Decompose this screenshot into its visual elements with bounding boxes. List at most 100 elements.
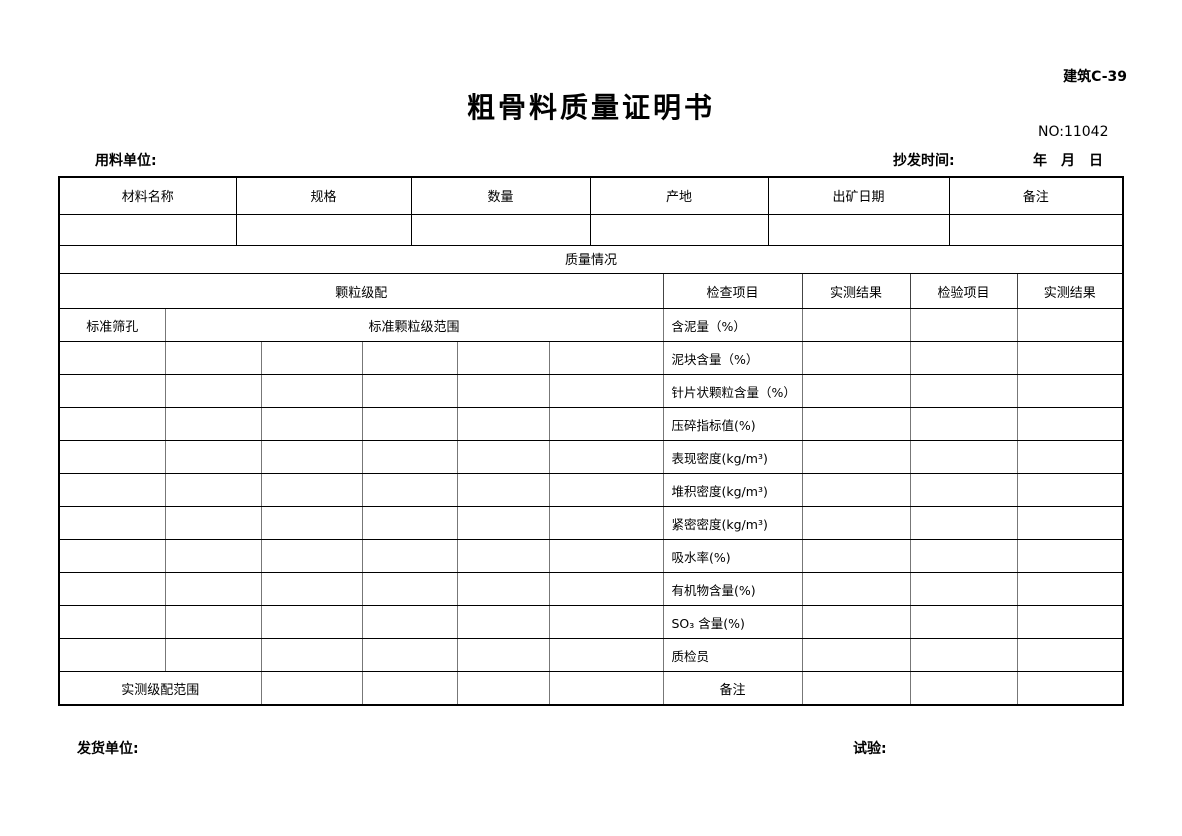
sieve-grid-cell [362, 473, 458, 507]
page-title: 粗骨料质量证明书 [466, 91, 715, 124]
certificate-table: 材料名称 规格 数量 产地 出矿日期 备注 [58, 176, 1125, 706]
sieve-grid-cell [457, 440, 550, 474]
result-cell [910, 572, 1018, 606]
sieve-grid-cell [362, 671, 458, 704]
sieve-grid-cell [549, 440, 664, 474]
sieve-grid-cell [549, 407, 664, 441]
sieve-grid-cell [261, 605, 363, 639]
sieve-grid-cell [457, 473, 550, 507]
info-value-cell [236, 214, 412, 246]
sieve-grid-cell [60, 374, 166, 408]
quality-table: 质量情况 颗粒级配 检查项目 实测结果 检验项目 实测结果 标准筛孔 标准颗粒级… [60, 244, 1123, 704]
check-item-label: 有机物含量(%) [663, 572, 803, 606]
result-cell [910, 308, 1018, 342]
standard-sieve-label: 标准筛孔 [60, 308, 166, 342]
check-item-header: 检查项目 [663, 273, 803, 309]
check-item-label: 吸水率(%) [663, 539, 803, 573]
sieve-grid-cell [362, 638, 458, 672]
result-cell [802, 308, 911, 342]
sieve-grid-cell [261, 572, 363, 606]
result-cell [910, 605, 1018, 639]
column-header-material: 材料名称 [60, 178, 237, 215]
measured-range-label: 实测级配范围 [60, 671, 262, 704]
check-item-label: 含泥量（%） [663, 308, 803, 342]
user-unit-label: 用料单位: [95, 153, 157, 169]
result-cell [910, 638, 1018, 672]
result-cell [910, 671, 1018, 704]
sieve-grid-cell [261, 440, 363, 474]
column-header-remark: 备注 [949, 178, 1122, 215]
material-info-table: 材料名称 规格 数量 产地 出矿日期 备注 [60, 178, 1122, 246]
sieve-grid-cell [549, 374, 664, 408]
sieve-grid-cell [549, 341, 664, 375]
sieve-grid-cell [362, 440, 458, 474]
sieve-grid-cell [60, 473, 166, 507]
sieve-grid-cell [362, 341, 458, 375]
sieve-grid-cell [60, 407, 166, 441]
sieve-grid-cell [165, 374, 262, 408]
sieve-grid-cell [457, 407, 550, 441]
result-cell [1017, 506, 1123, 540]
info-value-cell [949, 214, 1122, 246]
column-header-mine-date: 出矿日期 [768, 178, 950, 215]
result-cell [802, 473, 911, 507]
check-item-label: SO₃ 含量(%) [663, 605, 803, 639]
measured-result-header: 实测结果 [802, 273, 911, 309]
remark-label: 备注 [663, 671, 803, 704]
result-cell [1017, 473, 1123, 507]
sieve-grid-cell [60, 605, 166, 639]
check-item-label: 针片状颗粒含量（%） [663, 374, 803, 408]
result-cell [910, 440, 1018, 474]
grading-header: 颗粒级配 [60, 273, 664, 309]
sieve-grid-cell [549, 539, 664, 573]
result-cell [1017, 407, 1123, 441]
result-cell [1017, 341, 1123, 375]
sieve-grid-cell [165, 638, 262, 672]
result-cell [910, 473, 1018, 507]
check-item-label: 质检员 [663, 638, 803, 672]
result-cell [802, 506, 911, 540]
sieve-grid-cell [165, 605, 262, 639]
test-label: 试验: [853, 741, 887, 757]
sieve-grid-cell [261, 539, 363, 573]
sieve-grid-cell [549, 605, 664, 639]
sieve-grid-cell [457, 374, 550, 408]
sieve-grid-cell [457, 605, 550, 639]
check-item-label: 泥块含量（%） [663, 341, 803, 375]
check-item-label: 紧密密度(kg/m³) [663, 506, 803, 540]
result-cell [802, 638, 911, 672]
result-cell [1017, 440, 1123, 474]
sieve-grid-cell [261, 506, 363, 540]
column-header-spec: 规格 [236, 178, 412, 215]
sieve-grid-cell [457, 671, 550, 704]
sieve-grid-cell [362, 605, 458, 639]
result-cell [910, 341, 1018, 375]
sieve-grid-cell [165, 473, 262, 507]
result-cell [1017, 605, 1123, 639]
inspect-item-header: 检验项目 [910, 273, 1018, 309]
sieve-grid-cell [60, 572, 166, 606]
check-item-label: 压碎指标值(%) [663, 407, 803, 441]
result-cell [1017, 308, 1123, 342]
result-cell [802, 374, 911, 408]
result-cell [910, 506, 1018, 540]
sieve-grid-cell [261, 671, 363, 704]
sieve-grid-cell [165, 341, 262, 375]
check-item-label: 表现密度(kg/m³) [663, 440, 803, 474]
sieve-grid-cell [362, 539, 458, 573]
sieve-grid-cell [457, 506, 550, 540]
info-value-cell [590, 214, 769, 246]
sieve-grid-cell [362, 407, 458, 441]
shipper-label: 发货单位: [77, 741, 139, 757]
sieve-grid-cell [261, 473, 363, 507]
info-value-cell [411, 214, 591, 246]
result-cell [1017, 539, 1123, 573]
sieve-grid-cell [457, 539, 550, 573]
standard-range-label: 标准颗粒级范围 [165, 308, 664, 342]
column-header-quantity: 数量 [411, 178, 591, 215]
sieve-grid-cell [261, 407, 363, 441]
sieve-grid-cell [165, 506, 262, 540]
sieve-grid-cell [549, 572, 664, 606]
sieve-grid-cell [457, 341, 550, 375]
sieve-grid-cell [457, 572, 550, 606]
